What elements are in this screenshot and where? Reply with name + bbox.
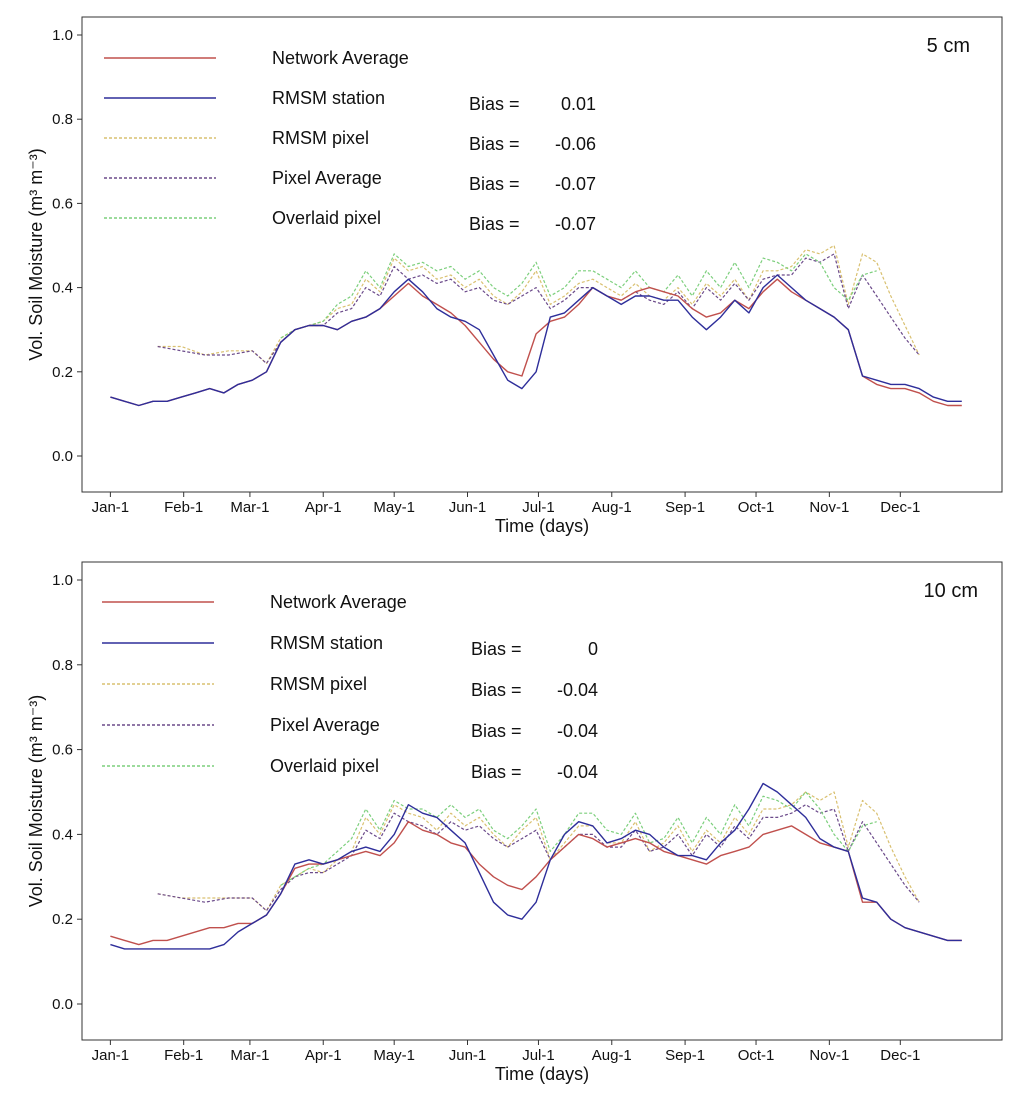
series-line-rmsm-pixel xyxy=(157,791,920,912)
y-axis-label: Vol. Soil Moisture (m³ m⁻³) xyxy=(26,148,46,361)
y-tick-label: 0.2 xyxy=(52,364,73,381)
x-tick-label: Aug-1 xyxy=(592,1047,632,1064)
legend-label: Overlaid pixel xyxy=(270,756,379,776)
bias-label: Bias = xyxy=(471,721,522,741)
panel-depth-label: 10 cm xyxy=(924,580,978,602)
legend-label: Overlaid pixel xyxy=(272,208,381,228)
x-tick-label: Jun-1 xyxy=(449,1047,487,1064)
bias-label: Bias = xyxy=(469,174,520,194)
x-tick-label: Jan-1 xyxy=(92,1047,130,1064)
series-line-overlaid-pixel xyxy=(280,791,877,886)
x-tick-label: Oct-1 xyxy=(738,1047,775,1064)
y-tick-label: 0.6 xyxy=(52,195,73,212)
x-tick-label: May-1 xyxy=(373,1047,415,1064)
plot-frame xyxy=(81,561,1003,1041)
y-tick-label: 0.4 xyxy=(52,826,73,843)
legend-label: Network Average xyxy=(270,592,407,612)
x-tick-label: Jan-1 xyxy=(92,499,130,516)
bias-label: Bias = xyxy=(469,94,520,114)
chart-panel-1: 0.0 0.2 0.4 0.6 0.8 1.0 Jan-1 Feb-1 Mar-1 Apr-1 Ma… xyxy=(26,16,1003,536)
y-tick-label: 0.8 xyxy=(52,111,73,128)
bias-value: 0.01 xyxy=(561,94,596,114)
x-tick-label: Dec-1 xyxy=(880,499,920,516)
series-line-network-average xyxy=(110,821,962,946)
bias-value: -0.07 xyxy=(555,214,596,234)
legend-label: Pixel Average xyxy=(272,168,382,188)
y-tick-label: 0.2 xyxy=(52,911,73,928)
bias-value: 0 xyxy=(588,639,598,659)
legend-label: RMSM pixel xyxy=(270,674,367,694)
bias-value: -0.06 xyxy=(555,134,596,154)
x-tick-label: Feb-1 xyxy=(164,499,203,516)
x-tick-label: Jun-1 xyxy=(449,499,487,516)
x-tick-label: Nov-1 xyxy=(809,1047,849,1064)
y-tick-label: 1.0 xyxy=(52,27,73,44)
bias-label: Bias = xyxy=(469,134,520,154)
y-axis-label: Vol. Soil Moisture (m³ m⁻³) xyxy=(26,695,46,908)
legend-label: Network Average xyxy=(272,48,409,68)
plot-frame xyxy=(81,16,1003,493)
x-tick-label: Mar-1 xyxy=(230,499,269,516)
bias-value: -0.04 xyxy=(557,721,598,741)
x-tick-label: Nov-1 xyxy=(809,499,849,516)
bias-value: -0.04 xyxy=(557,680,598,700)
x-tick-label: Apr-1 xyxy=(305,1047,342,1064)
legend-label: Pixel Average xyxy=(270,715,380,735)
series-line-overlaid-pixel xyxy=(280,253,877,339)
bias-value: -0.07 xyxy=(555,174,596,194)
bias-label: Bias = xyxy=(471,762,522,782)
series-line-pixel-average xyxy=(157,253,920,364)
x-axis-label: Time (days) xyxy=(495,516,589,536)
x-tick-label: May-1 xyxy=(373,499,415,516)
series-line-rmsm-pixel xyxy=(157,244,920,364)
y-tick-label: 0.0 xyxy=(52,448,73,465)
chart-panel-2: 0.0 0.2 0.4 0.6 0.8 1.0 Jan-1 Feb-1 Mar-1 Apr-1 Ma… xyxy=(26,561,1003,1084)
x-tick-label: Mar-1 xyxy=(230,1047,269,1064)
bias-label: Bias = xyxy=(469,214,520,234)
y-tick-label: 0.6 xyxy=(52,742,73,759)
x-tick-label: Apr-1 xyxy=(305,499,342,516)
x-tick-label: Sep-1 xyxy=(665,1047,705,1064)
y-tick-label: 1.0 xyxy=(52,572,73,589)
y-tick-label: 0.0 xyxy=(52,996,73,1013)
series-line-rmsm-station xyxy=(110,274,962,407)
x-axis-label: Time (days) xyxy=(495,1064,589,1084)
legend-label: RMSM pixel xyxy=(272,128,369,148)
y-tick-label: 0.8 xyxy=(52,657,73,674)
legend-label: RMSM station xyxy=(272,88,385,108)
x-tick-label: Dec-1 xyxy=(880,1047,920,1064)
series-line-network-average xyxy=(110,278,962,407)
bias-value: -0.04 xyxy=(557,762,598,782)
series-line-rmsm-station xyxy=(110,782,962,950)
bias-label: Bias = xyxy=(471,680,522,700)
x-tick-label: Sep-1 xyxy=(665,499,705,516)
x-tick-label: Aug-1 xyxy=(592,499,632,516)
x-tick-label: Jul-1 xyxy=(522,499,555,516)
y-tick-label: 0.4 xyxy=(52,280,73,297)
legend-label: RMSM station xyxy=(270,633,383,653)
x-tick-label: Feb-1 xyxy=(164,1047,203,1064)
bias-label: Bias = xyxy=(471,639,522,659)
panel-depth-label: 5 cm xyxy=(927,35,970,57)
x-tick-label: Oct-1 xyxy=(738,499,775,516)
x-tick-label: Jul-1 xyxy=(522,1047,555,1064)
